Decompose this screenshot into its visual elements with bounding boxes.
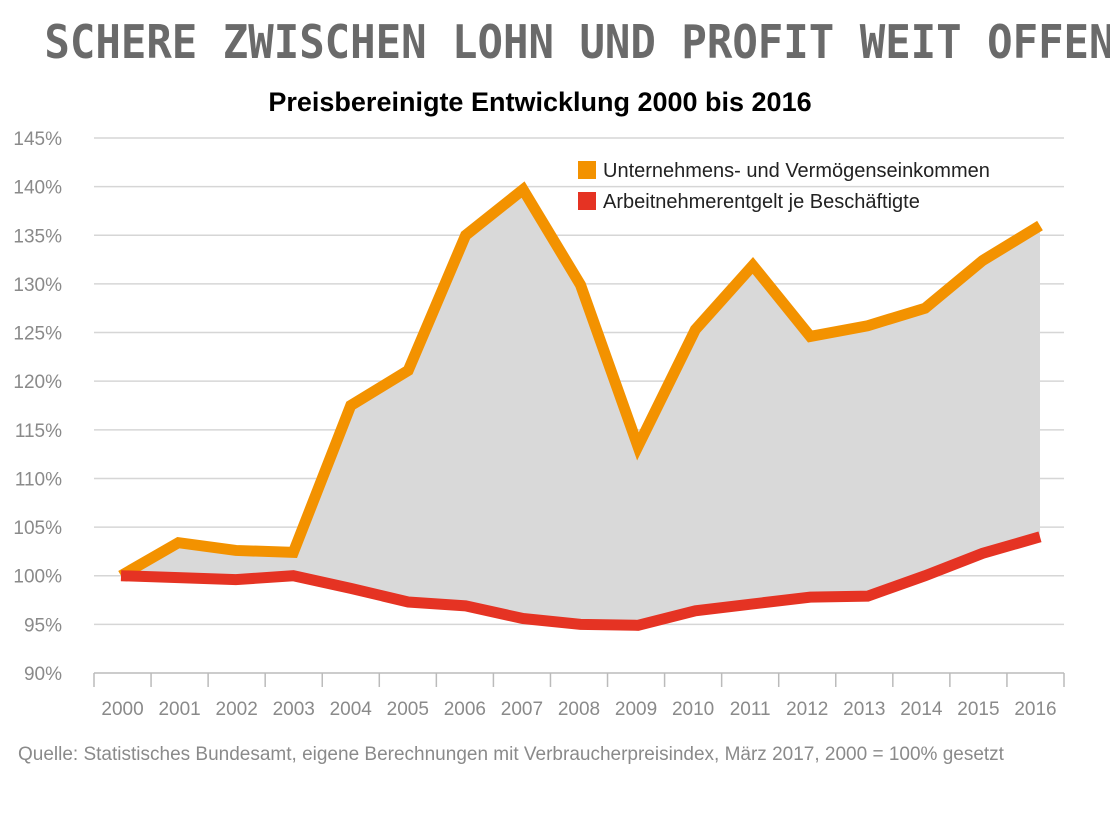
gap-area bbox=[121, 189, 1040, 626]
x-tick-label: 2002 bbox=[216, 699, 258, 720]
y-tick-label: 130% bbox=[13, 275, 62, 296]
y-tick-label: 100% bbox=[13, 567, 62, 588]
x-tick-label: 2015 bbox=[957, 699, 999, 720]
x-tick-label: 2011 bbox=[730, 699, 771, 720]
x-tick-label: 2008 bbox=[558, 699, 600, 720]
legend-label: Arbeitnehmerentgelt je Beschäftigte bbox=[603, 191, 920, 213]
y-tick-label: 140% bbox=[13, 178, 62, 199]
y-tick-label: 135% bbox=[13, 226, 62, 247]
x-tick-label: 2001 bbox=[158, 699, 200, 720]
y-tick-label: 145% bbox=[13, 129, 62, 150]
legend-swatch bbox=[578, 192, 596, 210]
x-tick-label: 2016 bbox=[1014, 699, 1056, 720]
y-tick-label: 95% bbox=[24, 615, 62, 636]
legend-label: Unternehmens- und Vermögenseinkommen bbox=[603, 160, 990, 182]
x-tick-label: 2006 bbox=[444, 699, 486, 720]
x-tick-label: 2013 bbox=[843, 699, 885, 720]
y-tick-label: 115% bbox=[15, 421, 62, 442]
headline: SCHERE ZWISCHEN LOHN UND PROFIT WEIT OFF… bbox=[44, 15, 1110, 69]
source-note: Quelle: Statistisches Bundesamt, eigene … bbox=[18, 744, 1004, 765]
x-tick-label: 2004 bbox=[330, 699, 373, 720]
x-tick-label: 2010 bbox=[672, 699, 714, 720]
y-tick-label: 120% bbox=[13, 372, 62, 393]
y-tick-label: 125% bbox=[13, 324, 62, 345]
y-tick-label: 105% bbox=[13, 518, 62, 539]
y-tick-label: 90% bbox=[24, 664, 62, 685]
x-tick-label: 2014 bbox=[900, 699, 943, 720]
chart-title: Preisbereinigte Entwicklung 2000 bis 201… bbox=[268, 87, 812, 117]
x-tick-label: 2012 bbox=[786, 699, 828, 720]
x-tick-label: 2009 bbox=[615, 699, 657, 720]
y-tick-label: 110% bbox=[15, 469, 62, 490]
x-tick-label: 2005 bbox=[387, 699, 429, 720]
x-tick-label: 2003 bbox=[273, 699, 315, 720]
legend-swatch bbox=[578, 161, 596, 179]
x-tick-label: 2007 bbox=[501, 699, 543, 720]
x-tick-label: 2000 bbox=[101, 699, 143, 720]
